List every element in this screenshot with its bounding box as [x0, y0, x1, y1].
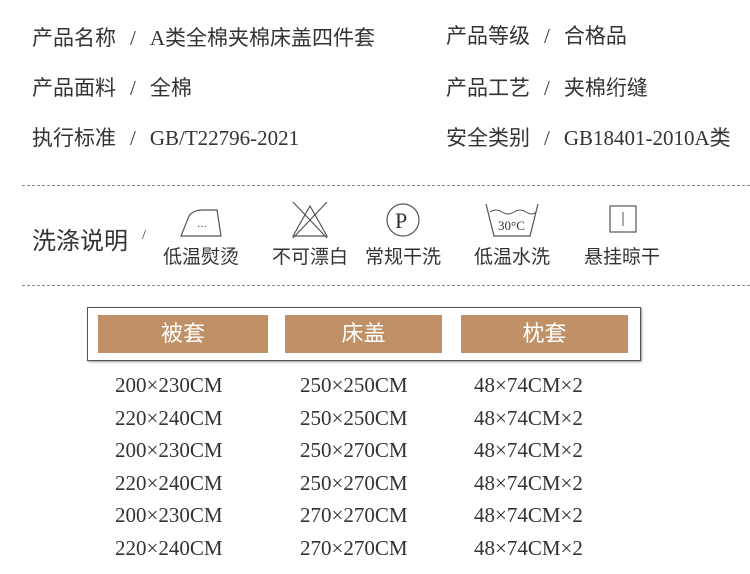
table-header-frame — [87, 307, 641, 361]
info-row: 产品名称 / A类全棉夹棉床盖四件套 — [32, 22, 375, 52]
separator: / — [130, 76, 136, 100]
info-value: GB/T22796-2021 — [149, 126, 300, 150]
iron-low-icon: ··· — [180, 209, 222, 237]
table-cell: 200×230CM — [115, 373, 223, 397]
svg-text:30°C: 30°C — [498, 218, 525, 233]
table-cell: 270×270CM — [300, 535, 408, 560]
table-cell: 250×250CM — [300, 405, 408, 430]
info-value: GB18401-2010A类 — [563, 126, 731, 150]
info-row: 产品面料 / 全棉 — [32, 72, 192, 102]
wash-item: 不可漂白 — [260, 200, 360, 269]
table-cell: 48×74CM×2 — [474, 373, 583, 397]
header-bedspread: 床盖 — [285, 315, 442, 353]
info-value: 合格品 — [563, 24, 627, 48]
info-value: 全棉 — [149, 76, 192, 100]
svg-text:···: ··· — [197, 222, 207, 233]
separator: / — [544, 76, 550, 100]
no-bleach-icon — [291, 201, 329, 239]
info-label: 安全类别 — [446, 126, 530, 150]
info-label: 产品名称 — [32, 26, 116, 50]
header-pillowcase: 枕套 — [461, 315, 628, 353]
wash-30-icon: 30°C — [485, 203, 539, 237]
info-label: 产品等级 — [446, 24, 530, 48]
info-row: 安全类别 / GB18401-2010A类 — [446, 122, 731, 152]
table-cell: 200×230CM — [115, 503, 223, 527]
info-row: 执行标准 / GB/T22796-2021 — [32, 122, 299, 152]
table-cell: 270×270CM — [300, 503, 408, 527]
separator: / — [130, 126, 136, 150]
table-cell: 200×230CM — [115, 438, 223, 462]
wash-item: P 常规干洗 — [353, 200, 453, 269]
table-cell: 48×74CM×2 — [474, 438, 583, 462]
table-cell: 220×240CM — [115, 470, 223, 495]
separator: / — [544, 126, 550, 150]
table-cell: 220×240CM — [115, 405, 223, 430]
info-label: 执行标准 — [32, 126, 116, 150]
table-cell: 250×250CM — [300, 373, 408, 397]
table-cell: 250×270CM — [300, 438, 408, 462]
header-duvet: 被套 — [98, 315, 268, 353]
separator: / — [142, 228, 146, 243]
table-cell: 220×240CM — [115, 535, 223, 560]
separator: / — [544, 24, 550, 48]
separator: / — [130, 26, 136, 50]
wash-item: 悬挂晾干 — [572, 200, 672, 269]
hang-dry-icon — [609, 205, 637, 233]
info-value: 夹棉绗缝 — [563, 76, 648, 100]
info-label: 产品工艺 — [446, 76, 530, 100]
info-value: A类全棉夹棉床盖四件套 — [149, 26, 376, 50]
wash-title: 洗涤说明 — [32, 229, 128, 255]
table-cell: 48×74CM×2 — [474, 470, 583, 495]
table-cell: 48×74CM×2 — [474, 405, 583, 430]
info-row: 产品工艺 / 夹棉绗缝 — [446, 72, 648, 102]
info-row: 产品等级 / 合格品 — [446, 20, 627, 50]
dry-clean-p-icon: P — [386, 203, 420, 237]
divider — [22, 185, 750, 186]
table-cell: 48×74CM×2 — [474, 535, 583, 560]
divider — [22, 285, 750, 286]
table-cell: 48×74CM×2 — [474, 503, 583, 527]
table-cell: 250×270CM — [300, 470, 408, 495]
svg-text:P: P — [395, 208, 407, 233]
wash-item: ··· 低温熨烫 — [151, 200, 251, 269]
wash-item: 30°C 低温水洗 — [462, 200, 562, 269]
info-label: 产品面料 — [32, 76, 116, 100]
